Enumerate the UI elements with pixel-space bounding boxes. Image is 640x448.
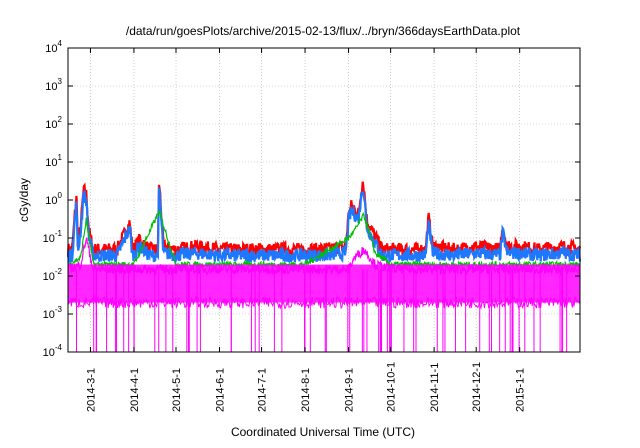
y-tick-label: 10-4 bbox=[43, 343, 63, 359]
y-tick-label: 10-1 bbox=[43, 229, 63, 245]
y-axis-label: cGy/day bbox=[17, 178, 31, 222]
x-tick-label: 2014-8-1 bbox=[300, 368, 312, 412]
x-tick-label: 2014-9-1 bbox=[344, 368, 356, 412]
x-tick-label: 2014-4-1 bbox=[129, 368, 141, 412]
x-tick-label: 2014-3-1 bbox=[85, 368, 97, 412]
x-tick-label: 2015-1-1 bbox=[515, 368, 527, 412]
x-tick-label: 2014-10-1 bbox=[386, 362, 398, 412]
y-tick-label: 10-2 bbox=[43, 267, 63, 283]
x-tick-label: 2014-7-1 bbox=[257, 368, 269, 412]
y-tick-label: 10-3 bbox=[43, 305, 63, 321]
tick-layer: 10-4 10-3 10-2 10-1 100 101 102 103 104 2014-3-1 2… bbox=[43, 39, 580, 412]
series-band-floor bbox=[67, 295, 581, 310]
x-tick-label: 2014-6-1 bbox=[214, 368, 226, 412]
y-tick-label: 102 bbox=[45, 115, 62, 131]
series-layer bbox=[66, 181, 582, 352]
x-tick-label: 2014-12-1 bbox=[471, 362, 483, 412]
y-tick-label: 103 bbox=[45, 77, 62, 93]
y-tick-label: 100 bbox=[45, 191, 62, 207]
series-line bbox=[66, 186, 582, 266]
x-tick-label: 2014-11-1 bbox=[429, 363, 441, 412]
series-band-fill bbox=[68, 264, 580, 303]
x-tick-label: 2014-5-1 bbox=[171, 368, 183, 412]
chart-title: /data/run/goesPlots/archive/2015-02-13/f… bbox=[126, 24, 521, 38]
y-tick-label: 101 bbox=[45, 153, 62, 169]
y-tick-label: 104 bbox=[45, 39, 62, 55]
x-axis-label: Coordinated Universal Time (UTC) bbox=[231, 425, 415, 439]
